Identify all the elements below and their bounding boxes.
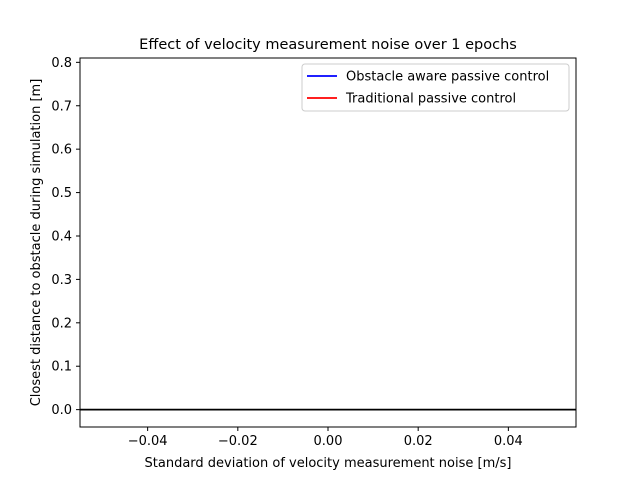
x-axis: −0.04 −0.02 0.00 0.02 0.04 [128,427,523,449]
y-tick-label: 0.4 [51,229,72,244]
y-tick-label: 0.6 [51,143,72,158]
x-tick-label: 0.02 [404,434,433,449]
chart-title: Effect of velocity measurement noise ove… [139,37,517,53]
x-axis-label: Standard deviation of velocity measureme… [145,456,512,471]
y-axis-label: Closest distance to obstacle during simu… [29,79,44,407]
y-tick-label: 0.3 [51,273,72,288]
legend-label: Traditional passive control [345,92,516,107]
y-tick-label: 0.0 [51,403,72,418]
y-tick-label: 0.5 [51,186,72,201]
y-tick-label: 0.2 [51,316,72,331]
x-tick-label: 0.00 [314,434,343,449]
x-tick-label: −0.02 [218,434,258,449]
y-tick-label: 0.1 [51,360,72,375]
x-tick-label: −0.04 [128,434,168,449]
y-tick-label: 0.7 [51,99,72,114]
y-axis: 0.0 0.1 0.2 0.3 0.4 0.5 0.6 0.7 0.8 [51,56,80,418]
y-tick-label: 0.8 [51,56,72,71]
legend-label: Obstacle aware passive control [346,70,549,85]
legend: Obstacle aware passive control Traditiona… [301,63,570,112]
legend-box [301,63,570,112]
x-tick-label: 0.04 [494,434,523,449]
